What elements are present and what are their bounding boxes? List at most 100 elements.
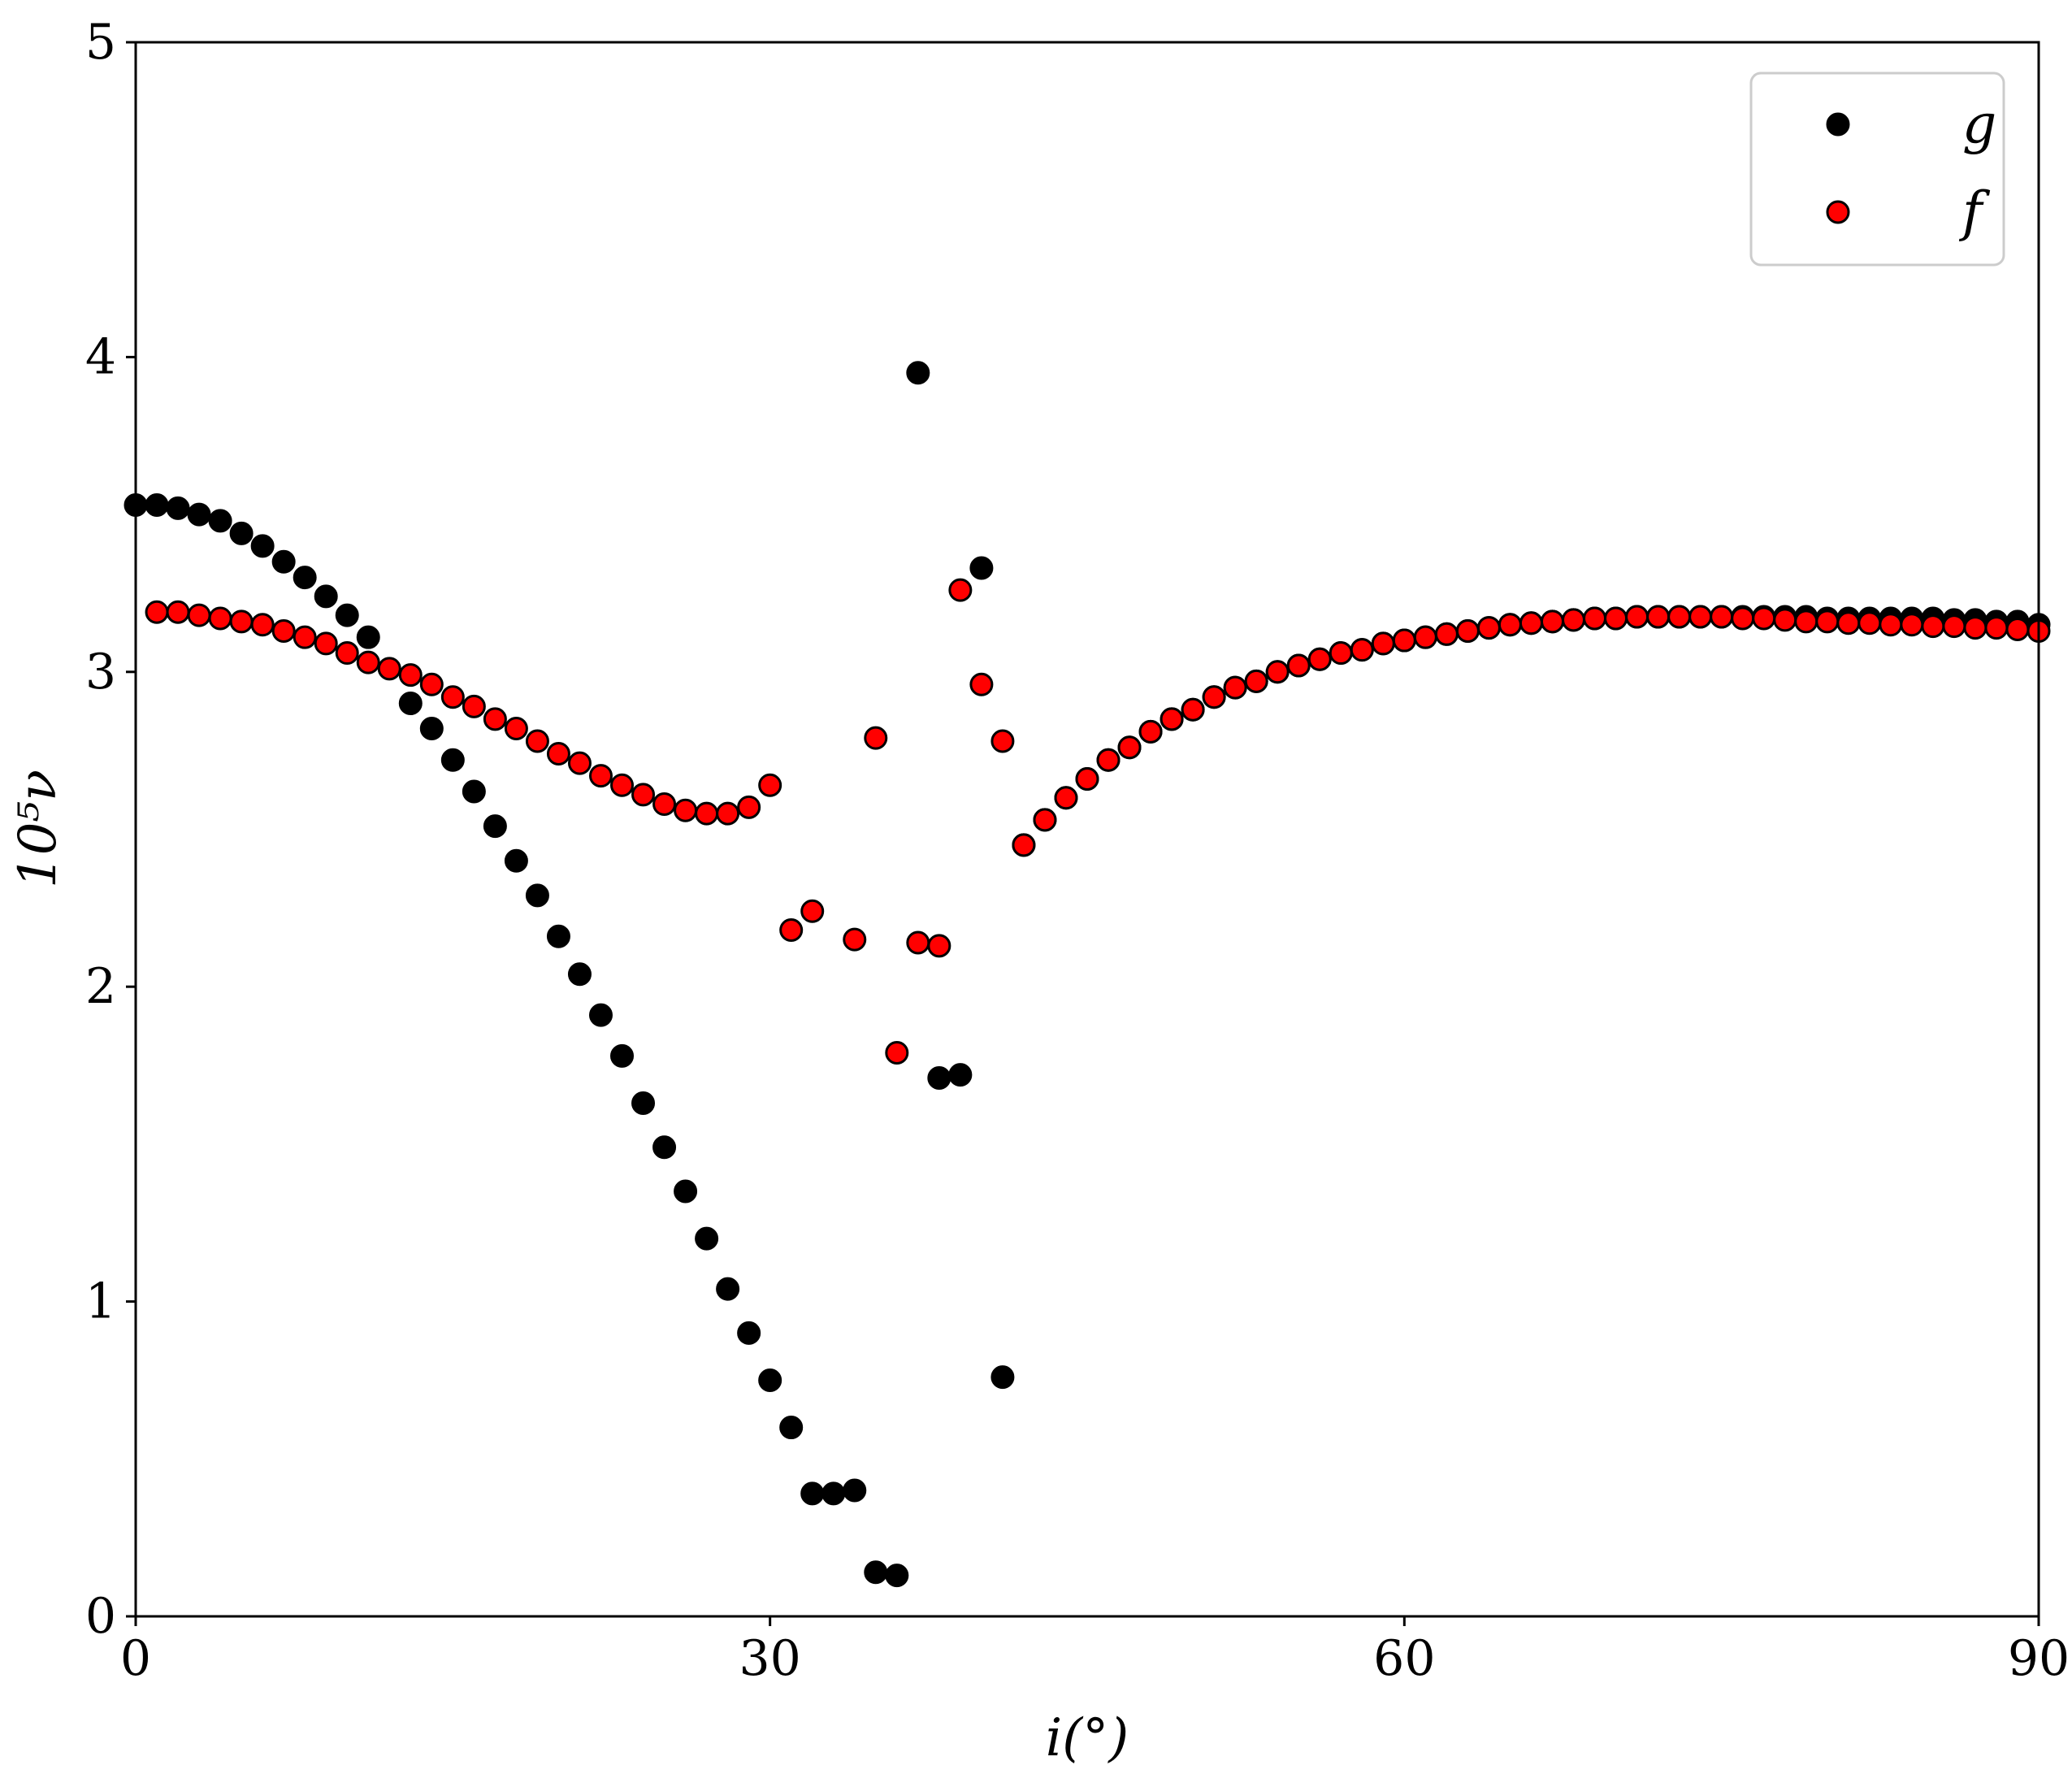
point-f [1075, 767, 1099, 792]
point-f [1900, 613, 1924, 637]
point-g [567, 962, 592, 987]
point-f [1773, 608, 1797, 632]
series-f [145, 578, 2051, 1065]
point-f [187, 603, 211, 627]
point-f [737, 795, 761, 819]
point-f [610, 773, 635, 797]
point-f [588, 764, 613, 788]
point-f [1836, 611, 1861, 635]
point-f [990, 729, 1015, 753]
point-f [293, 625, 317, 649]
point-g [271, 549, 296, 574]
point-f [1519, 611, 1543, 635]
point-f [1667, 605, 1692, 629]
point-f [1794, 609, 1818, 634]
point-g [779, 1416, 804, 1440]
point-f [229, 609, 254, 634]
point-f [166, 600, 190, 624]
point-g [398, 692, 423, 716]
point-f [1160, 707, 1184, 731]
point-g [906, 361, 930, 385]
axis-ticks: 0 30 60 90 0 1 2 3 4 5 [85, 14, 2070, 1687]
point-f [1054, 786, 1078, 810]
point-f [483, 707, 507, 731]
point-f [314, 631, 338, 656]
point-g [927, 1066, 951, 1091]
point-g [356, 625, 380, 649]
plot-frame [134, 41, 2040, 1618]
point-f [906, 930, 930, 955]
x-tick-label: 30 [739, 1630, 800, 1687]
point-f [1921, 614, 1945, 639]
point-g [293, 566, 317, 590]
point-f [2005, 618, 2030, 642]
point-f [1265, 660, 1290, 684]
point-g [335, 603, 359, 627]
point-f [1879, 613, 1903, 637]
y-tick-label: 1 [85, 1273, 116, 1330]
point-f [1202, 685, 1226, 709]
point-f [1583, 606, 1607, 631]
point-g [631, 1091, 656, 1116]
point-f [1815, 609, 1840, 634]
point-f [1307, 647, 1332, 671]
point-f [356, 650, 380, 674]
point-f [652, 792, 677, 817]
point-g [674, 1179, 698, 1204]
point-g [462, 779, 486, 804]
y-axis-label: 10⁵ν [8, 770, 68, 888]
point-g [610, 1043, 635, 1068]
point-g [504, 848, 528, 873]
point-f [1012, 833, 1036, 857]
point-f [1646, 605, 1671, 629]
point-f [1181, 697, 1205, 722]
point-f [1392, 628, 1416, 653]
legend-marker-f [1826, 200, 1850, 224]
point-f [1371, 631, 1395, 656]
point-f [1752, 606, 1776, 631]
point-g [652, 1135, 677, 1160]
point-f [1244, 669, 1268, 693]
point-f [927, 934, 951, 958]
point-f [1942, 614, 1966, 639]
y-tick-label: 5 [85, 14, 116, 71]
point-f [208, 606, 232, 631]
point-g [969, 556, 994, 580]
point-f [1710, 605, 1734, 629]
x-tick-label: 0 [120, 1630, 151, 1687]
point-f [1350, 638, 1374, 662]
point-f [758, 773, 782, 797]
point-f [250, 613, 275, 637]
point-f [462, 694, 486, 718]
point-f [800, 899, 825, 923]
point-f [335, 641, 359, 666]
point-f [1604, 606, 1628, 631]
point-f [1413, 625, 1437, 649]
point-f [1329, 641, 1353, 666]
legend: g f [1749, 72, 2005, 267]
point-g [525, 883, 549, 908]
point-g [440, 748, 465, 772]
point-f [716, 801, 740, 826]
y-tick-label: 2 [85, 958, 116, 1015]
point-f [1138, 719, 1163, 744]
point-f [1625, 605, 1649, 629]
y-tick-label: 3 [85, 644, 116, 700]
point-f [377, 657, 401, 681]
point-g [187, 502, 211, 527]
point-g [885, 1564, 909, 1588]
point-f [525, 729, 549, 753]
point-f [419, 672, 444, 696]
legend-frame [1749, 72, 2005, 267]
point-f [1434, 622, 1459, 646]
point-f [885, 1041, 909, 1065]
point-g [314, 584, 338, 609]
point-g [758, 1368, 782, 1392]
point-g [800, 1481, 825, 1506]
point-f [567, 751, 592, 775]
point-f [440, 685, 465, 709]
point-f [271, 618, 296, 643]
y-tick-label: 0 [85, 1588, 116, 1645]
point-g [546, 924, 570, 948]
